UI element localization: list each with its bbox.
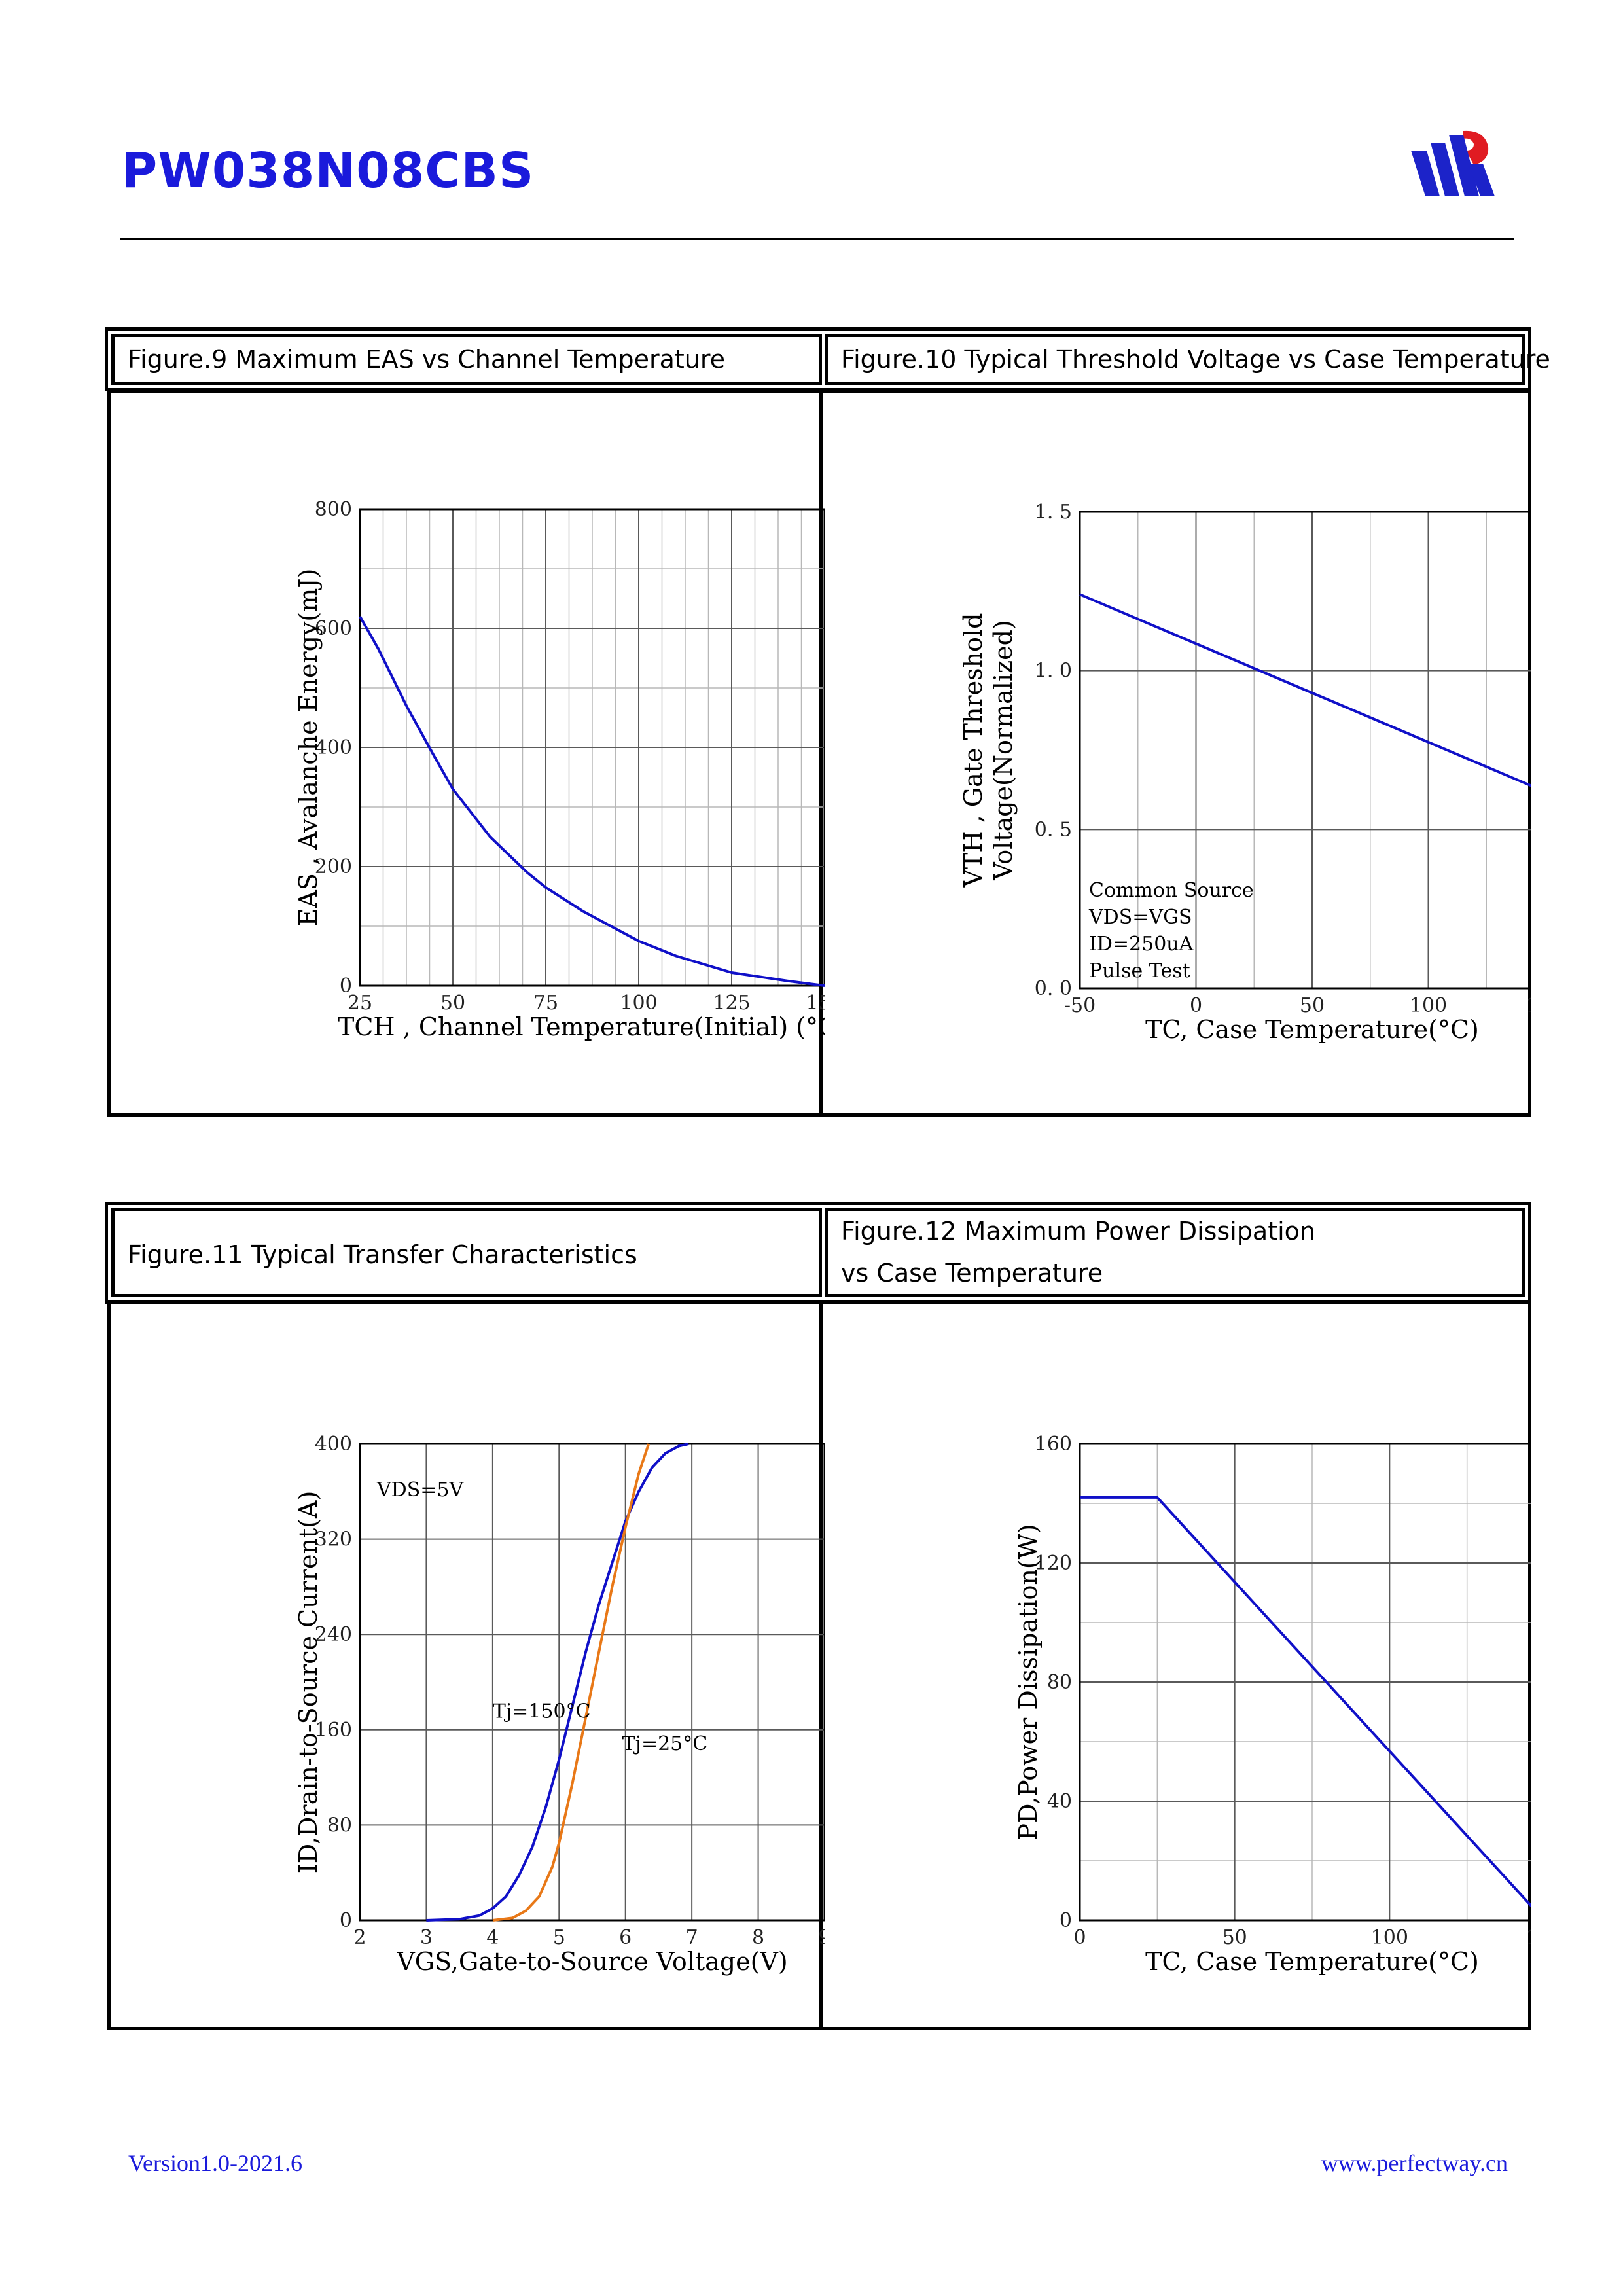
x-tick-label: 0 <box>1190 994 1202 1017</box>
annotation-text: ID=250uA <box>1089 933 1194 956</box>
y-tick-label: 320 <box>315 1528 352 1551</box>
fig9-header-cell: Figure.9 Maximum EAS vs Channel Temperat… <box>111 334 822 385</box>
x-tick-label: 50 <box>1300 994 1325 1017</box>
x-tick-label: 25 <box>348 992 372 1014</box>
y-tick-label: 600 <box>315 617 352 640</box>
y-tick-label: 1. 0 <box>1035 660 1072 683</box>
x-tick-label: 3 <box>420 1926 433 1949</box>
y-tick-label: 80 <box>327 1814 352 1837</box>
fig10-title: Figure.10 Typical Threshold Voltage vs C… <box>841 345 1550 374</box>
annotation-tj150: Tj=150°C <box>493 1700 591 1723</box>
y-tick-label: 160 <box>1035 1433 1072 1456</box>
annotation-text: Common Source <box>1089 879 1254 902</box>
y-tick-label: 400 <box>315 1433 352 1456</box>
x-tick-label: 50 <box>440 992 465 1014</box>
x-tick-label: 150 <box>1525 994 1531 1017</box>
logo-blue-stroke-3 <box>1449 135 1479 196</box>
x-tick-label: 125 <box>713 992 750 1014</box>
series-line-tj25c <box>492 1443 651 1922</box>
x-tick-label: 150 <box>806 992 825 1014</box>
y-axis-label-line2: Voltage(Normalized) <box>989 620 1018 881</box>
annotation-tj25: Tj=25°C <box>622 1732 708 1755</box>
y-tick-label: 120 <box>1035 1552 1072 1575</box>
header-outer-frame <box>105 327 1531 391</box>
figure-block-top: Figure.9 Maximum EAS vs Channel Temperat… <box>105 327 1550 1117</box>
logo-red-mark <box>1463 130 1489 165</box>
series-line-pd <box>1080 1496 1531 1909</box>
fig10-header-cell: Figure.10 Typical Threshold Voltage vs C… <box>825 334 1550 385</box>
x-tick-label: 150 <box>1525 1926 1531 1949</box>
y-tick-label: 160 <box>315 1719 352 1742</box>
fig11-header-cell: Figure.11 Typical Transfer Characteristi… <box>111 1208 822 1297</box>
x-tick-label: 75 <box>533 992 558 1014</box>
y-tick-label: 0. 0 <box>1035 977 1072 1000</box>
y-tick-label: 1. 5 <box>1035 501 1072 524</box>
logo-blue-stroke-4 <box>1469 164 1495 196</box>
x-tick-label: 5 <box>553 1926 565 1949</box>
x-tick-label: 100 <box>1371 1926 1408 1949</box>
y-axis-label: EAS , Avalanche Energy(mJ) <box>294 569 323 927</box>
fig11-title: Figure.11 Typical Transfer Characteristi… <box>128 1240 637 1269</box>
logo-blue-stroke-2 <box>1431 143 1459 196</box>
figure-block-bottom: Figure.11 Typical Transfer Characteristi… <box>105 1202 1531 2033</box>
y-tick-label: 80 <box>1047 1671 1072 1694</box>
annotation-text: VDS=VGS <box>1088 906 1192 929</box>
footer-version: Version1.0-2021.6 <box>128 2150 302 2176</box>
y-tick-label: 0 <box>340 1909 352 1932</box>
x-axis-label: TC, Case Temperature(°C) <box>1145 1947 1479 1976</box>
fig9-title: Figure.9 Maximum EAS vs Channel Temperat… <box>128 345 726 374</box>
y-tick-label: 0. 5 <box>1035 818 1072 841</box>
annotation-vds: VDS=5V <box>376 1479 464 1501</box>
document-title: PW038N08CBS <box>122 143 535 199</box>
fig12-title-line2: vs Case Temperature <box>841 1259 1103 1287</box>
x-tick-label: 50 <box>1222 1926 1247 1949</box>
x-tick-label: 2 <box>353 1926 366 1949</box>
y-axis-label-line1: VTH , Gate Threshold <box>959 613 988 888</box>
x-tick-label: 0 <box>1073 1926 1086 1949</box>
x-tick-label: 7 <box>686 1926 698 1949</box>
x-tick-label: 4 <box>486 1926 499 1949</box>
y-tick-label: 40 <box>1047 1790 1072 1813</box>
series-line-eas <box>359 615 825 987</box>
fig12-header-cell: Figure.12 Maximum Power Dissipation vs C… <box>825 1208 1525 1297</box>
y-tick-label: 240 <box>315 1623 352 1646</box>
x-tick-label: 8 <box>752 1926 764 1949</box>
figure-column-divider <box>819 1301 823 2030</box>
y-tick-label: 200 <box>315 855 352 878</box>
y-tick-label: 0 <box>340 975 352 997</box>
header-rule <box>120 238 1514 240</box>
x-tick-label: 100 <box>1410 994 1447 1017</box>
x-tick-label: 100 <box>620 992 657 1014</box>
x-tick-label: 6 <box>619 1926 632 1949</box>
company-logo <box>1411 130 1495 196</box>
x-tick-label: 9 <box>818 1926 825 1949</box>
y-tick-label: 400 <box>315 736 352 759</box>
figure-column-divider <box>819 390 823 1117</box>
x-axis-label: VGS,Gate-to-Source Voltage(V) <box>396 1947 787 1976</box>
y-tick-label: 0 <box>1060 1909 1072 1932</box>
plot-frame <box>359 1443 825 1922</box>
fig10-chart: -50 0 50 100 150 0. 0 0. 5 1. 0 1. 5 TC, Case Tem… <box>959 501 1531 1044</box>
logo-blue-stroke-1 <box>1411 151 1440 196</box>
fig12-chart: 0 50 100 150 0 40 80 120 160 TC, Case Temperature… <box>1014 1433 1531 1976</box>
plot-frame <box>1079 511 1531 990</box>
footer-url: www.perfectway.cn <box>1321 2150 1508 2176</box>
x-tick-label: -50 <box>1064 994 1096 1017</box>
plot-frame <box>359 508 825 987</box>
x-axis-label: TC, Case Temperature(°C) <box>1145 1015 1479 1044</box>
plot-frame <box>1079 1443 1531 1922</box>
fig12-title-line1: Figure.12 Maximum Power Dissipation <box>841 1217 1315 1246</box>
annotation-text: Pulse Test <box>1089 960 1190 982</box>
y-axis-label: ID,Drain-to-Source Current(A) <box>294 1491 323 1874</box>
series-line-vth <box>1079 593 1531 787</box>
y-axis-label: PD,Power Dissipation(W) <box>1014 1524 1043 1840</box>
fig11-chart: 2 3 4 5 6 7 8 9 0 80 160 240 320 400 VGS,Gate-to-Sourc… <box>294 1433 825 1976</box>
series-line-tj150c <box>426 1443 689 1922</box>
y-tick-label: 800 <box>315 498 352 521</box>
x-axis-label: TCH , Channel Temperature(Initial) (°C) <box>338 1013 825 1041</box>
fig9-chart: 25 50 75 100 125 150 0 200 400 600 800 TCH , Channe… <box>294 498 825 1041</box>
